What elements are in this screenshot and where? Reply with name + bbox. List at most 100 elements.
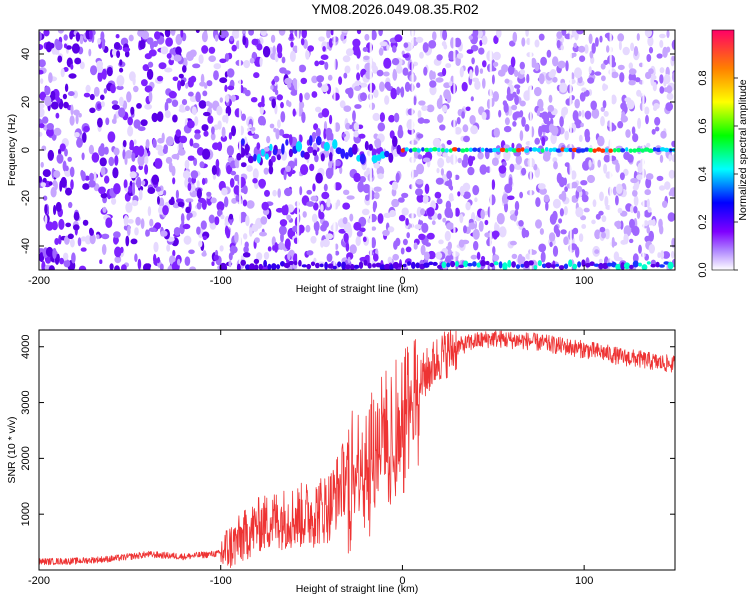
spectrogram-cell	[633, 46, 639, 57]
spectrogram-cell	[465, 201, 471, 211]
spectrogram-cell	[632, 133, 639, 143]
spectrogram-cell	[101, 233, 110, 240]
spectrogram-cell	[463, 225, 467, 234]
spectrogram-cell	[201, 251, 207, 257]
spectrogram-cell	[346, 252, 354, 260]
spectrogram-cell	[372, 204, 377, 211]
spectrogram-cell	[509, 214, 517, 221]
spectrogram-cell	[617, 64, 625, 71]
spectrogram-cell	[115, 237, 119, 243]
spectrogram-cell	[398, 124, 403, 134]
carrier-cell	[309, 135, 313, 147]
spectrogram-cell	[503, 102, 509, 113]
spectrogram-cell	[328, 166, 335, 177]
carrier-cell	[515, 148, 522, 153]
spectrogram-cell	[448, 50, 455, 61]
spectrogram-cell	[658, 185, 666, 191]
snr-frame	[38, 329, 676, 571]
spectrogram-cell	[312, 183, 316, 192]
spectrogram-cell	[57, 55, 63, 63]
spectrogram-cell	[474, 80, 481, 90]
spectrogram-cell	[104, 146, 109, 155]
spectrogram-cell	[111, 100, 119, 105]
spectrogram-cell	[594, 249, 600, 254]
spectrogram-cell	[457, 157, 462, 164]
edge-band-cell	[611, 261, 617, 268]
spectrogram-cell	[195, 91, 201, 103]
spectrogram-cell	[294, 159, 298, 167]
spectrogram-cell	[402, 53, 410, 59]
spectrogram-cell	[187, 182, 192, 192]
spectrogram-cell	[208, 214, 215, 224]
spectrogram-cell	[521, 116, 526, 128]
spectrogram-cell	[592, 199, 597, 208]
spectrogram-cell	[194, 116, 199, 127]
spectrogram-cell	[353, 172, 361, 183]
spectrogram-cell	[644, 106, 650, 115]
edge-band-cell	[498, 261, 503, 269]
spectrogram-cell	[290, 41, 294, 48]
spectrogram-cell	[59, 143, 66, 152]
spectrogram-cell	[180, 213, 185, 224]
carrier-cell	[315, 136, 322, 146]
spectrogram-cell	[211, 261, 215, 267]
spectrogram-cell	[663, 73, 671, 85]
spectrogram-cell	[406, 232, 411, 239]
spectrogram-cell	[416, 163, 425, 175]
edge-band-cell	[389, 263, 394, 270]
snr-panel: -200 -100 0 100 1000 2000 3000 4000 Height of …	[6, 329, 676, 595]
spectrogram-cell	[548, 94, 553, 103]
spectrogram-cell	[498, 165, 507, 174]
spectrogram-cell	[619, 72, 625, 83]
spectrogram-cell	[63, 259, 71, 268]
spectrogram-cell	[273, 75, 280, 83]
spectrogram-cell	[543, 149, 552, 158]
spectrogram-cell	[391, 198, 400, 208]
spectrogram-cell	[509, 240, 517, 246]
spectrogram-cell	[63, 101, 69, 109]
y-tick-label: 1000	[20, 502, 32, 526]
spectrogram-cell	[289, 50, 296, 63]
spectrogram-cell	[628, 80, 636, 86]
spectrogram-cell	[362, 183, 371, 194]
spectrogram-cell	[328, 160, 333, 169]
spectrogram-cell	[354, 85, 361, 91]
spectrogram-cell	[581, 87, 587, 92]
edge-band-cell	[650, 263, 656, 268]
spectrogram-cell	[630, 205, 634, 214]
colorbar-tick-label: 0.0	[697, 262, 709, 277]
spectrogram-cell	[373, 89, 379, 98]
spectrogram-cell	[48, 265, 55, 270]
edge-band-cell	[663, 261, 670, 265]
spectrogram-cell	[342, 202, 351, 210]
spectrogram-cell	[192, 63, 201, 69]
spectrogram-cell	[622, 46, 630, 56]
spectrogram-cell	[246, 200, 255, 209]
spectrogram-cell	[39, 103, 45, 109]
spectrogram-cell	[447, 249, 452, 256]
spectrogram-cell	[393, 112, 400, 123]
colorbar-ticks: 0.0 0.2 0.4 0.6 0.8	[697, 70, 738, 278]
spectrogram-cell	[503, 144, 510, 150]
spectrogram-cell	[194, 133, 201, 140]
spectrogram-cell	[552, 245, 559, 257]
spectrogram-cell	[383, 212, 392, 219]
spectrogram-cell	[576, 30, 584, 35]
spectrogram-cell	[535, 219, 542, 229]
spectrogram-cell	[324, 61, 329, 70]
spectrogram-cell	[253, 72, 260, 79]
spectrogram-cell	[478, 220, 484, 232]
spectrogram-cell	[449, 185, 454, 191]
spectrogram-cell	[477, 151, 484, 160]
spectrogram-cell	[260, 216, 268, 225]
spectrogram-cell	[518, 220, 524, 227]
edge-band-cell	[446, 262, 451, 268]
spectrogram-cell	[664, 181, 671, 190]
spectrogram-cell	[504, 183, 513, 194]
spectrogram-cell	[78, 113, 82, 118]
spectrogram-cell	[504, 201, 508, 213]
spectrogram-cell	[443, 89, 451, 100]
spectrogram-cell	[305, 49, 310, 60]
spectrogram-cell	[173, 227, 181, 236]
spectrogram-cell	[146, 37, 154, 45]
